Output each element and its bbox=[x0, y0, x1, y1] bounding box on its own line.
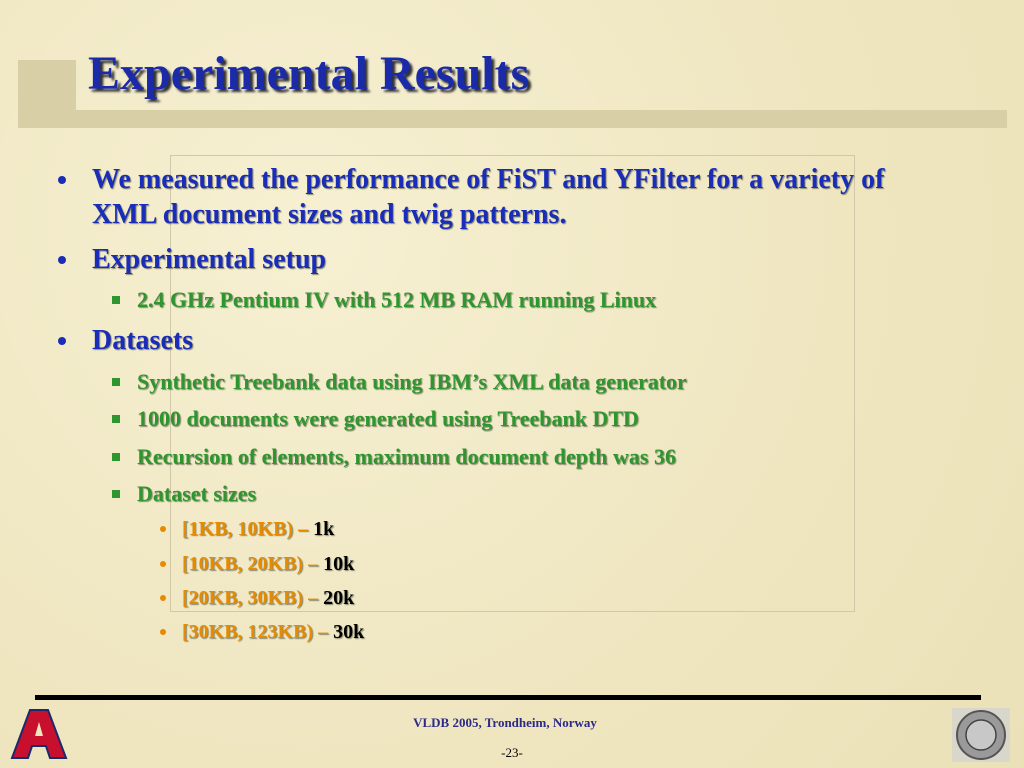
size-range: [1KB, 10KB) – bbox=[182, 518, 309, 540]
size-item: [10KB, 20KB) – 10k bbox=[182, 551, 354, 577]
slide-title: Experimental Results bbox=[88, 47, 530, 100]
size-range: [30KB, 123KB) – bbox=[182, 621, 329, 643]
size-count: 30k bbox=[333, 621, 365, 643]
bullet-marker bbox=[58, 256, 66, 264]
bullet-marker bbox=[58, 176, 66, 184]
footer-rule bbox=[35, 695, 981, 700]
sub-bullet: Synthetic Treebank data using IBM’s XML … bbox=[137, 369, 687, 394]
sub-bullet: 1000 documents were generated using Tree… bbox=[137, 406, 639, 431]
placeholder-frame bbox=[170, 155, 855, 612]
sub-bullet: Recursion of elements, maximum document … bbox=[137, 444, 676, 469]
university-logo bbox=[10, 709, 68, 759]
title-band bbox=[76, 110, 1007, 128]
size-count: 20k bbox=[323, 587, 355, 609]
title-block bbox=[18, 60, 76, 128]
size-count: 1k bbox=[313, 518, 335, 540]
bullet-marker bbox=[160, 526, 166, 532]
bullet-marker bbox=[58, 337, 66, 345]
sub-bullet: Dataset sizes bbox=[137, 481, 257, 506]
bullet: Experimental setup bbox=[92, 244, 327, 275]
bullet-marker bbox=[112, 453, 120, 461]
bullet-marker bbox=[112, 490, 120, 498]
sub-bullet: 2.4 GHz Pentium IV with 512 MB RAM runni… bbox=[137, 287, 657, 312]
size-item: [20KB, 30KB) – 20k bbox=[182, 585, 354, 611]
bullet-marker bbox=[112, 415, 120, 423]
footer-venue: VLDB 2005, Trondheim, Norway bbox=[413, 715, 597, 730]
page-number: -23- bbox=[501, 745, 523, 760]
bullet: We measured the performance of FiST and … bbox=[92, 164, 885, 230]
seal-center bbox=[965, 719, 997, 751]
institution-seal bbox=[952, 708, 1010, 762]
size-item: [30KB, 123KB) – 30k bbox=[182, 619, 364, 645]
bullet-marker bbox=[160, 561, 166, 567]
bullet-marker bbox=[112, 296, 120, 304]
size-range: [10KB, 20KB) – bbox=[182, 553, 319, 575]
bullet-marker bbox=[160, 595, 166, 601]
size-range: [20KB, 30KB) – bbox=[182, 587, 319, 609]
size-item: [1KB, 10KB) – 1k bbox=[182, 516, 334, 542]
bullet-marker bbox=[112, 378, 120, 386]
size-count: 10k bbox=[323, 553, 355, 575]
bullet: Datasets bbox=[92, 325, 194, 356]
logo-hole bbox=[35, 722, 43, 736]
bullet-marker bbox=[160, 629, 166, 635]
